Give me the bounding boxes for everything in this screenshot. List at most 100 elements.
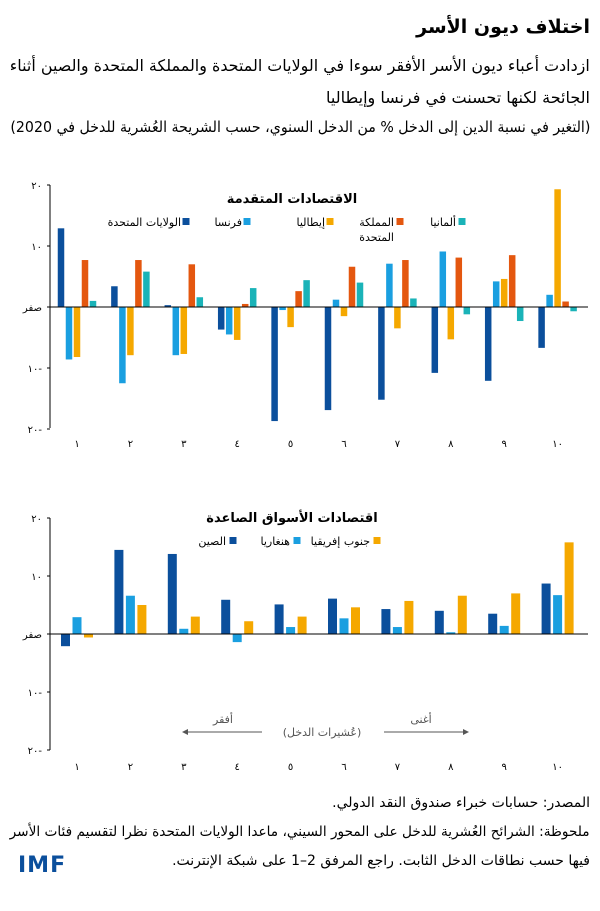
bar xyxy=(61,634,70,647)
bar xyxy=(488,613,498,634)
bar xyxy=(244,621,254,634)
bar xyxy=(553,595,563,634)
bar xyxy=(297,616,307,634)
legend-label: فرنسا xyxy=(214,216,242,229)
bar xyxy=(508,255,516,307)
bar xyxy=(410,298,417,307)
bar xyxy=(394,307,401,329)
x-tick-label: ١٠ xyxy=(552,762,563,773)
bar xyxy=(65,307,73,360)
bar xyxy=(233,307,241,340)
bar xyxy=(492,281,500,307)
bar xyxy=(340,307,348,317)
bar xyxy=(167,553,177,634)
bar xyxy=(499,625,509,634)
legend-label: الولايات المتحدة xyxy=(108,216,181,229)
imf-logo: IMF xyxy=(18,853,67,878)
bar xyxy=(190,616,200,634)
bar xyxy=(324,307,332,411)
bar xyxy=(89,300,97,307)
richer-arrowhead-icon xyxy=(463,729,469,735)
legend-swatch xyxy=(373,537,381,544)
bar xyxy=(279,307,286,311)
x-tick-label: ٩ xyxy=(502,762,507,773)
richer-label: أغنى xyxy=(410,712,431,726)
bar xyxy=(196,297,204,307)
legend-label: المملكة xyxy=(359,216,394,229)
legend-swatch xyxy=(293,537,301,544)
bar xyxy=(562,301,569,307)
bar xyxy=(328,598,337,634)
bar xyxy=(516,307,524,322)
bar xyxy=(446,632,456,634)
bar xyxy=(249,288,257,307)
y-tick-label: صفر xyxy=(22,630,42,641)
legend-label: هنغاريا xyxy=(260,535,290,548)
bar xyxy=(431,307,439,373)
y-tick-label: ٢٠- xyxy=(28,425,43,436)
bar xyxy=(356,282,364,307)
bar xyxy=(232,634,242,643)
bar xyxy=(381,609,391,634)
bar xyxy=(135,260,142,307)
bar xyxy=(143,271,150,307)
footnote-line2: فيها حسب نطاقات الدخل الثابت. راجع المرف… xyxy=(172,853,590,869)
y-tick-label: ٢٠ xyxy=(31,181,42,192)
x-tick-label: ٤ xyxy=(235,439,240,450)
x-tick-label: ١ xyxy=(74,762,79,773)
x-tick-label: ٢ xyxy=(128,762,133,773)
bar xyxy=(81,260,89,307)
x-tick-label: ٥ xyxy=(288,762,293,773)
legend-swatch xyxy=(182,218,190,225)
bar xyxy=(541,583,551,634)
bar xyxy=(225,307,233,335)
bar xyxy=(295,291,302,307)
y-tick-label: صفر xyxy=(22,303,42,314)
legend-label: إيطاليا xyxy=(296,216,325,229)
bar xyxy=(111,286,118,307)
bar xyxy=(434,610,444,634)
x-tick-label: ٧ xyxy=(395,762,401,773)
y-tick-label: ١٠- xyxy=(28,364,43,375)
bar xyxy=(241,303,249,307)
bar xyxy=(172,307,180,356)
units-note: (التغير في نسبة الدين إلى الدخل % من الد… xyxy=(10,118,590,136)
legend-swatch xyxy=(243,218,251,225)
x-axis-label: (عُشيرات الدخل) xyxy=(283,726,362,739)
bar xyxy=(484,307,492,381)
bar xyxy=(188,264,196,307)
poorer-arrowhead-icon xyxy=(182,729,188,735)
bar xyxy=(348,266,356,307)
source-note: المصدر: حسابات خبراء صندوق النقد الدولي. xyxy=(332,795,590,811)
bar xyxy=(164,305,172,307)
bar xyxy=(180,307,188,354)
bar xyxy=(217,307,225,330)
x-tick-label: ٩ xyxy=(502,439,507,450)
x-tick-label: ٦ xyxy=(341,439,346,450)
y-tick-label: ١٠- xyxy=(28,688,43,699)
y-tick-label: ٢٠- xyxy=(28,746,43,757)
bar xyxy=(392,627,402,634)
bar xyxy=(402,260,409,307)
legend-swatch xyxy=(229,537,237,544)
figure-subtitle-line2: الجائحة لكنها تحسنت في فرنسا وإيطاليا xyxy=(326,88,590,107)
bar xyxy=(386,263,393,307)
x-tick-label: ٢ xyxy=(128,439,133,450)
bar xyxy=(274,604,284,634)
bar xyxy=(114,549,124,634)
bar xyxy=(137,605,147,634)
bar xyxy=(564,542,574,634)
bar xyxy=(125,595,135,634)
x-tick-label: ٧ xyxy=(395,439,401,450)
x-tick-label: ٥ xyxy=(288,439,293,450)
x-tick-label: ١ xyxy=(74,439,79,450)
bar xyxy=(463,307,471,315)
bar xyxy=(287,307,294,328)
y-tick-label: ١٠ xyxy=(31,242,42,253)
bar xyxy=(271,307,278,422)
bar xyxy=(404,600,414,634)
legend-label: جنوب إفريقيا xyxy=(311,535,370,548)
legend-label-line2: المتحدة xyxy=(359,231,394,244)
